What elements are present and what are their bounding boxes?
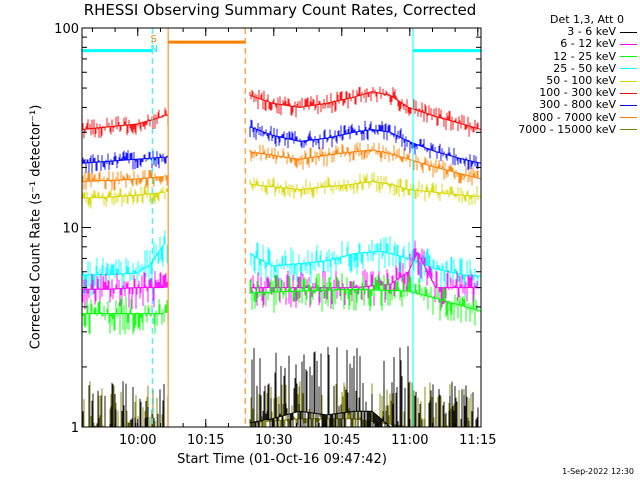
legend-swatch [620, 129, 637, 131]
y-tick-label: 1 [71, 421, 79, 436]
series-50-100-kev [81, 172, 482, 209]
legend-item: 12 - 25 keV [487, 49, 637, 63]
series-800-7000-kev [81, 142, 482, 191]
legend-item: 800 - 7000 keV [487, 110, 637, 124]
series-noise [82, 86, 479, 139]
series-noise [82, 346, 479, 427]
series-line-segment [249, 151, 273, 156]
series-line-segment [249, 94, 273, 104]
legend-swatch [620, 43, 637, 45]
marker-s: S [151, 34, 157, 45]
legend-label: 300 - 800 keV [539, 98, 616, 112]
x-tick-label: 10:00 [119, 433, 156, 448]
x-tick-label: 10:30 [255, 433, 292, 448]
legend-swatch [620, 56, 637, 58]
legend-label: 100 - 300 keV [539, 86, 616, 100]
legend-swatch [620, 104, 637, 106]
series-line-segment [326, 253, 355, 262]
series-100-300-kev [81, 86, 482, 139]
legend-item: 6 - 12 keV [487, 38, 637, 50]
legend-item: 50 - 100 keV [487, 73, 637, 87]
legend-label: 12 - 25 keV [553, 49, 616, 63]
legend-label: 50 - 100 keV [546, 73, 616, 87]
series-line-segment [326, 183, 355, 188]
y-axis-title: Corrected Count Rate (s⁻¹ detector⁻¹) [28, 104, 44, 350]
x-axis-title: Start Time (01-Oct-16 09:47:42) [177, 452, 387, 467]
x-tick-label: 10:15 [187, 433, 224, 448]
y-tick-label: 10 [62, 222, 79, 237]
legend-label: 7000 - 15000 keV [518, 122, 616, 136]
series-6-12-kev [82, 240, 481, 310]
x-tick-label: 11:00 [391, 433, 428, 448]
series-line-segment [326, 410, 355, 416]
legend-item: 300 - 800 keV [487, 99, 637, 111]
legend-swatch [620, 117, 637, 119]
legend-header: Det 1,3, Att 0 [550, 13, 624, 26]
series-noise [82, 172, 479, 209]
x-tick-label: 11:15 [459, 433, 496, 448]
series-300-800-kev [81, 119, 482, 174]
legend-swatch [620, 31, 637, 33]
plot-series [81, 86, 482, 428]
series-noise [82, 230, 479, 297]
legend-swatch [620, 68, 637, 70]
chart-title: RHESSI Observing Summary Count Rates, Co… [83, 1, 477, 19]
legend-item: 3 - 6 keV [487, 25, 637, 39]
series-noise [82, 119, 479, 174]
plot-ticks: 10:00 10:15 10:30 10:45 11:00 11:15 1 10 100 [54, 22, 496, 448]
series-noise [82, 240, 479, 310]
legend-label: 25 - 50 keV [553, 61, 616, 75]
legend-label: 800 - 7000 keV [532, 110, 616, 124]
legend-label: 6 - 12 keV [560, 37, 616, 51]
legend-rows: 3 - 6 keV 6 - 12 keV 12 - 25 keV 25 - 50 ke… [487, 25, 637, 136]
legend-item: 25 - 50 keV [487, 61, 637, 75]
y-tick-label: 100 [54, 22, 79, 37]
series-noise [82, 272, 479, 335]
legend-swatch [620, 92, 637, 94]
legend-item: 7000 - 15000 keV [487, 122, 637, 136]
legend: Det 1,3, Att 0 3 - 6 keV 6 - 12 keV 12 - 2… [487, 13, 637, 136]
x-tick-label: 10:45 [323, 433, 360, 448]
timestamp: 1-Sep-2022 12:30 [562, 467, 634, 476]
legend-swatch [620, 80, 637, 82]
series-12-25-kev [82, 272, 482, 335]
legend-label: 3 - 6 keV [567, 25, 616, 39]
legend-item: 100 - 300 keV [487, 86, 637, 100]
marker-n: N [151, 44, 158, 55]
